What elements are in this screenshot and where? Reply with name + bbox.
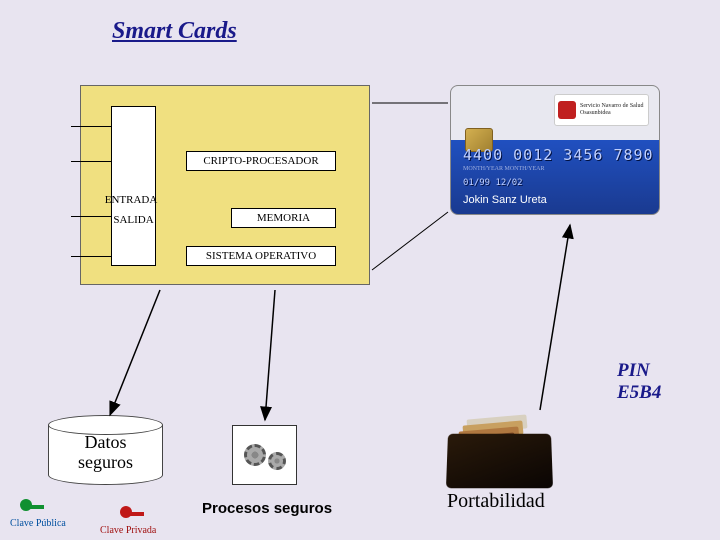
bus-line [71,161,111,162]
pin-label: PIN E5B4 [617,360,661,404]
entrada-label: ENTRADA [101,194,161,206]
crypto-processor-block: CRIPTO-PROCESADOR [186,151,336,171]
card-number: 4400 0012 3456 7890 [463,146,654,164]
pin-line1: PIN [617,360,661,382]
data-cylinder: Datos seguros [48,415,163,480]
private-key-label: Clave Privada [100,525,156,536]
cylinder-text: Datos seguros [48,433,163,473]
io-block [111,106,156,266]
shield-icon [558,101,576,119]
bus-line [71,256,111,257]
pin-line2: E5B4 [617,382,661,404]
card-dates: 01/99 12/02 [463,178,523,188]
wallet-body [446,434,553,488]
salida-label: SALIDA [111,214,156,226]
gear-icon [268,452,286,470]
card-holder-name: Jokin Sanz Ureta [463,194,547,206]
procesos-seguros-label: Procesos seguros [202,500,332,517]
public-key-icon [20,498,48,510]
issuer-line1: Servicio Navarro de Salud [580,103,643,110]
bus-line [71,216,111,217]
gear-icon [244,444,266,466]
smart-card-graphic: Servicio Navarro de Salud Osasunbidea 44… [450,85,660,215]
os-block: SISTEMA OPERATIVO [186,246,336,266]
bus-line [71,126,111,127]
chip-architecture-box: ENTRADA SALIDA CRIPTO-PROCESADOR MEMORIA… [80,85,370,285]
memory-block: MEMORIA [231,208,336,228]
portabilidad-label: Portabilidad [447,490,545,513]
cyl-line2: seguros [48,453,163,473]
slide-title: Smart Cards [112,18,237,45]
card-issuer-logo: Servicio Navarro de Salud Osasunbidea [554,94,649,126]
public-key-label: Clave Pública [10,518,66,529]
secure-processes-box [232,425,297,485]
cyl-line1: Datos [48,433,163,453]
card-hint: MONTH/YEAR MONTH/YEAR [463,166,545,172]
wallet-graphic [437,415,562,490]
private-key-icon [120,505,148,517]
issuer-line2: Osasunbidea [580,110,643,117]
